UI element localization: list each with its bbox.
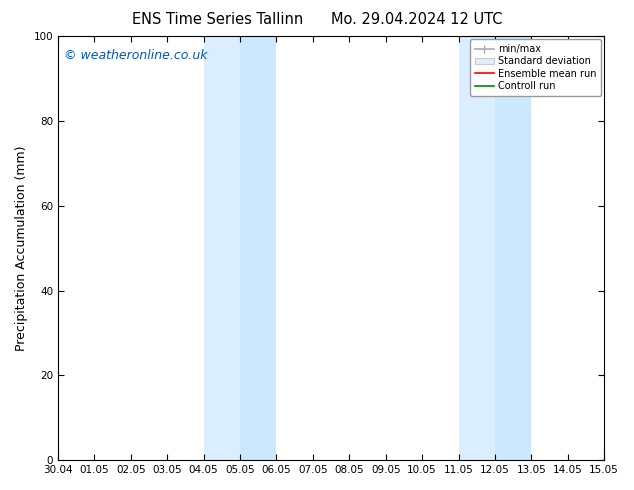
Bar (240, 36, 276, 460)
Legend: min/max, Standard deviation, Ensemble mean run, Controll run: min/max, Standard deviation, Ensemble me… (470, 39, 601, 96)
Y-axis label: Precipitation Accumulation (mm): Precipitation Accumulation (mm) (15, 146, 28, 351)
Text: ENS Time Series Tallinn      Mo. 29.04.2024 12 UTC: ENS Time Series Tallinn Mo. 29.04.2024 1… (132, 12, 502, 27)
Bar (495, 36, 531, 460)
Bar (204, 36, 240, 460)
Bar (458, 36, 495, 460)
Text: © weatheronline.co.uk: © weatheronline.co.uk (63, 49, 207, 62)
